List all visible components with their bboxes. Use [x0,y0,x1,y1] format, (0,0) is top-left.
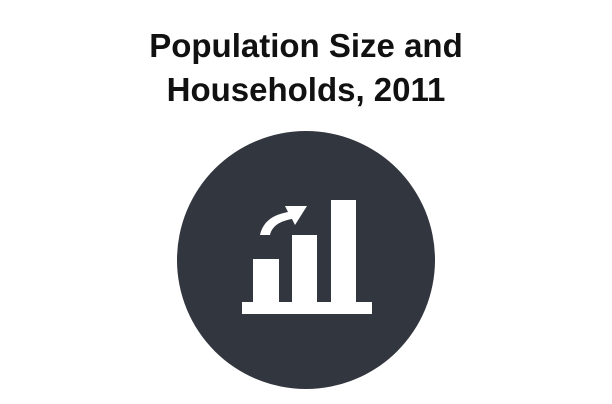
chart-bar-short [253,259,279,302]
bar-chart-glyph [242,200,372,314]
page-title: Population Size and Households, 2011 [0,24,612,112]
chart-baseline [242,302,372,314]
title-line-1: Population Size and [149,27,463,64]
chart-bar-medium [292,235,317,302]
title-line-2: Households, 2011 [166,71,446,108]
chart-bar-tall [331,200,356,302]
growth-arrow-icon [260,206,307,235]
bar-chart-growth-icon [177,131,435,389]
